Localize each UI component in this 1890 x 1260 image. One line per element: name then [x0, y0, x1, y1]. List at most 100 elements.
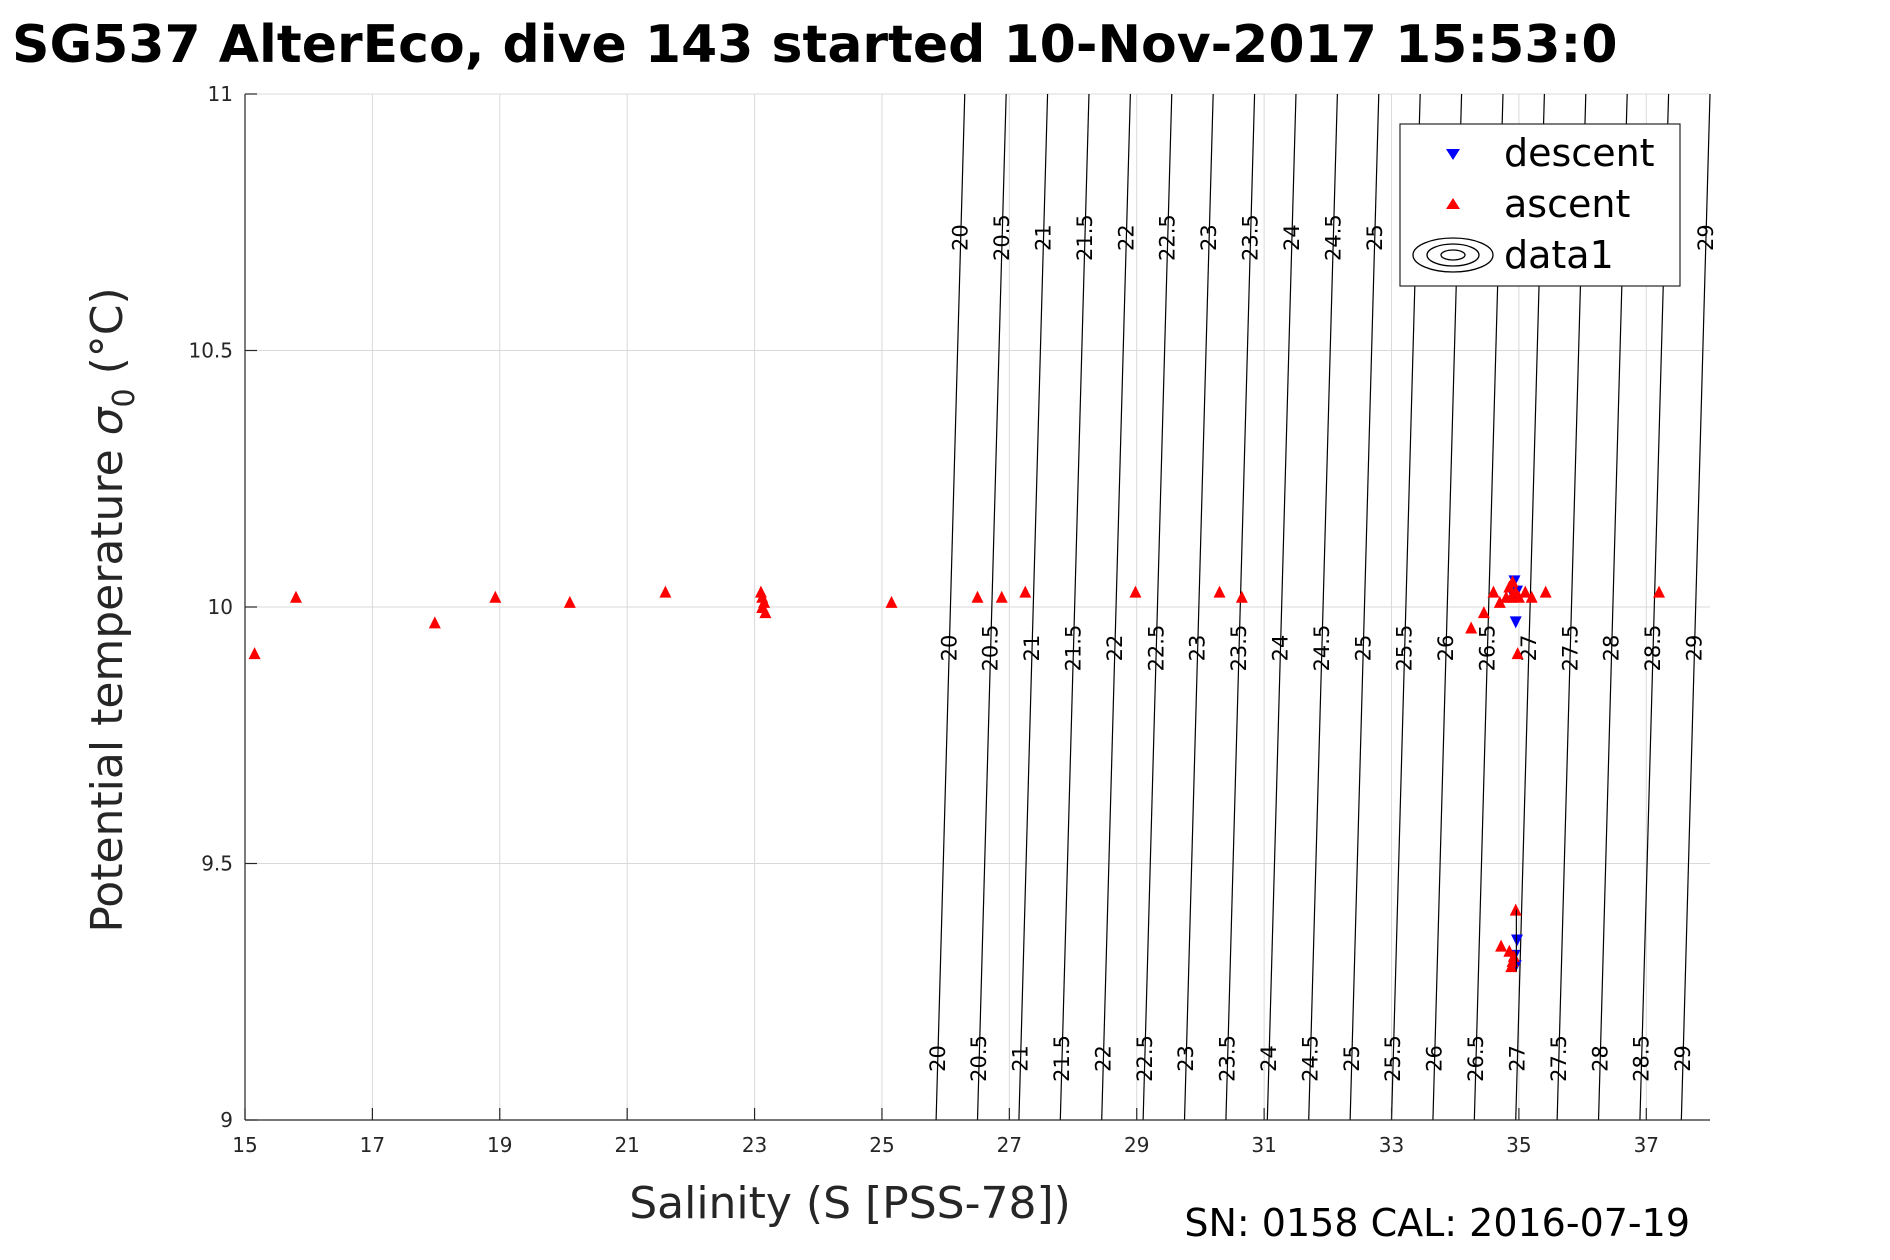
- x-tick-label: 37: [1634, 1133, 1659, 1157]
- isopycnal-label: 29: [1671, 1045, 1695, 1072]
- ascent-point: [563, 595, 576, 608]
- x-axis-label: Salinity (S [PSS-78]): [629, 1178, 1071, 1229]
- ascent-point: [489, 590, 502, 603]
- ascent-point: [1505, 960, 1518, 973]
- x-tick-label: 27: [997, 1133, 1022, 1157]
- isopycnal-label: 25: [1351, 635, 1375, 662]
- isopycnal-line: [1059, 93, 1090, 1121]
- ascent-point: [1477, 606, 1490, 619]
- y-tick-label: 10: [208, 595, 233, 619]
- y-tick-label: 9: [220, 1108, 233, 1132]
- isopycnal-line: [1142, 93, 1173, 1121]
- isopycnal-label: 28: [1600, 635, 1624, 662]
- ascent-point: [1213, 585, 1226, 598]
- y-axis-label-sigma: σ: [82, 406, 133, 435]
- isopycnal-label: 25: [1363, 224, 1387, 251]
- isopycnal-label: 26: [1423, 1045, 1447, 1072]
- isopycnal-label: 25.5: [1381, 1035, 1405, 1082]
- isopycnal-label: 20.5: [967, 1035, 991, 1082]
- isopycnal-label: 22.5: [1156, 214, 1180, 261]
- isopycnal-label: 25: [1340, 1045, 1364, 1072]
- isopycnal-label: 23: [1174, 1045, 1198, 1072]
- isopycnal-line: [1266, 93, 1297, 1121]
- isopycnal-label: 21: [1032, 224, 1056, 251]
- descent-point: [1509, 616, 1522, 629]
- ascent-point: [1019, 585, 1032, 598]
- isopycnal-line: [1680, 93, 1711, 1121]
- isopycnal-line: [1308, 93, 1338, 1121]
- isopycnal-label: 20.5: [990, 214, 1014, 261]
- ascent-point: [1519, 585, 1532, 598]
- isopycnal-label: 25.5: [1393, 625, 1417, 672]
- ascent-point: [1525, 590, 1538, 603]
- isopycnal-label: 21.5: [1073, 214, 1097, 261]
- ascent-point: [428, 616, 441, 629]
- isopycnal-label: 27.5: [1558, 625, 1582, 672]
- isopycnal-label: 21: [1009, 1045, 1033, 1072]
- data-points: [248, 575, 1666, 973]
- ascent-point: [995, 590, 1008, 603]
- isopycnal-label: 22: [1091, 1045, 1115, 1072]
- ascent-point: [1487, 585, 1500, 598]
- isopycnal-line: [1101, 93, 1131, 1121]
- isopycnal-label: 24: [1280, 224, 1304, 251]
- ascent-point: [1512, 590, 1525, 603]
- x-tick-label: 21: [614, 1133, 639, 1157]
- isopycnal-label: 23.5: [1239, 214, 1263, 261]
- isopycnal-label: 27.5: [1547, 1035, 1571, 1082]
- descent-point: [1511, 934, 1524, 947]
- isopycnal-label: 29: [1694, 224, 1718, 251]
- isopycnal-label: 20: [937, 635, 961, 662]
- legend-descent-label: descent: [1504, 131, 1655, 175]
- y-axis-label-main: Potential temperature: [82, 435, 133, 932]
- isopycnal-line: [1018, 93, 1049, 1121]
- legend-ascent-marker: [1446, 198, 1460, 209]
- ascent-point: [1505, 590, 1518, 603]
- isopycnal-label: 24.5: [1321, 214, 1345, 261]
- ascent-point: [1493, 595, 1506, 608]
- isopycnal-line: [1225, 93, 1256, 1121]
- y-axis-label-unit: (°C): [82, 287, 133, 388]
- x-tick-label: 29: [1124, 1133, 1149, 1157]
- isopycnal-label: 21.5: [1050, 1035, 1074, 1082]
- isopycnal-label: 28: [1588, 1045, 1612, 1072]
- ascent-point: [759, 606, 772, 619]
- x-tick-label: 33: [1379, 1133, 1404, 1157]
- y-tick-label: 11: [208, 82, 233, 106]
- x-tick-label: 35: [1506, 1133, 1531, 1157]
- isopycnal-label: 22: [1114, 224, 1138, 251]
- x-tick-label: 31: [1251, 1133, 1276, 1157]
- isopycnal-label: 26: [1434, 635, 1458, 662]
- isopycnal-label: 23: [1186, 635, 1210, 662]
- ascent-point: [1465, 621, 1478, 634]
- isopycnal-label: 20: [926, 1045, 950, 1072]
- ascent-point: [289, 590, 302, 603]
- isopycnal-label: 22.5: [1144, 625, 1168, 672]
- isopycnal-label: 20: [949, 224, 973, 251]
- y-axis-label-sub: 0: [107, 388, 142, 407]
- isopycnal-label: 29: [1683, 635, 1707, 662]
- chart-title: SG537 AlterEco, dive 143 started 10-Nov-…: [12, 15, 1618, 75]
- isopycnal-label: 27: [1505, 1045, 1529, 1072]
- isopycnal-contours: 20 20 20 20.5 20.5 20.5 21 21 21 21.5 21.5 21.5 22 22…: [926, 93, 1718, 1121]
- isopycnal-line: [1183, 93, 1214, 1121]
- x-tick-label: 25: [869, 1133, 894, 1157]
- ascent-point: [1129, 585, 1142, 598]
- x-tick-label: 15: [232, 1133, 257, 1157]
- legend-descent-marker: [1446, 149, 1460, 160]
- isopycnal-label: 28.5: [1641, 625, 1665, 672]
- legend-ascent-label: ascent: [1504, 182, 1630, 226]
- ascent-point: [1511, 647, 1524, 660]
- isopycnal-label: 24: [1269, 635, 1293, 662]
- ascent-point: [971, 590, 984, 603]
- isopycnal-label: 21: [1020, 635, 1044, 662]
- axes: 15 17 19 21 23 25 27 29 31 33 35 37 9 9.5 10 10.5 11: [188, 82, 1710, 1157]
- isopycnal-label: 22: [1103, 635, 1127, 662]
- isopycnal-label: 24.5: [1310, 625, 1334, 672]
- isopycnal-label: 26.5: [1464, 1035, 1488, 1082]
- isopycnal-line: [976, 93, 1007, 1121]
- isopycnal-line: [935, 93, 966, 1121]
- ascent-point: [1653, 585, 1666, 598]
- ascent-point: [885, 595, 898, 608]
